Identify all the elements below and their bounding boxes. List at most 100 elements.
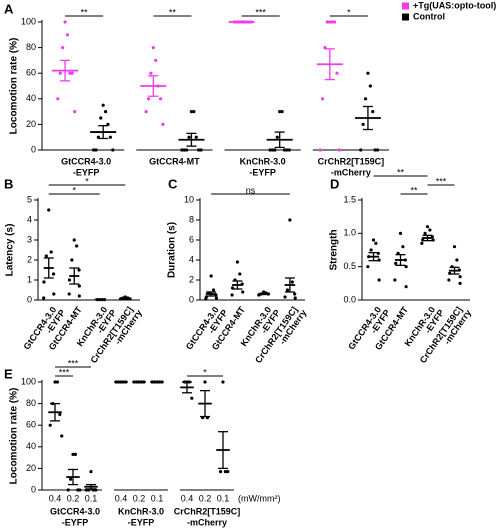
x-tick-label: 0.2 — [67, 493, 80, 503]
data-point — [89, 470, 93, 474]
data-point — [146, 97, 151, 101]
data-point — [275, 135, 279, 139]
data-point — [223, 470, 227, 474]
significance-label: * — [347, 7, 351, 17]
data-point — [42, 280, 46, 284]
y-tick-label: 6 — [189, 234, 194, 244]
significance-label: ** — [81, 7, 89, 17]
data-point — [161, 122, 165, 126]
y-tick-label: 3 — [27, 234, 32, 244]
data-point — [56, 97, 60, 101]
data-point — [149, 71, 153, 75]
category-label: -EYFP — [73, 167, 100, 177]
y-tick-label: 2 — [27, 254, 32, 264]
data-point — [366, 265, 370, 269]
y-tick-label: 80 — [26, 398, 36, 408]
data-point — [103, 110, 108, 114]
data-point — [78, 488, 82, 492]
data-point — [452, 245, 457, 249]
y-tick-label: 20 — [26, 119, 36, 129]
y-axis-label: Duration (s) — [167, 222, 178, 278]
significance-label: *** — [436, 176, 447, 186]
data-point — [203, 380, 207, 384]
data-point — [111, 148, 115, 152]
data-point — [77, 294, 81, 298]
panel-label: E — [4, 366, 13, 381]
legend-swatch — [402, 2, 409, 10]
data-point — [72, 238, 76, 242]
data-point — [318, 148, 322, 152]
data-point — [293, 292, 297, 296]
data-point — [359, 148, 363, 152]
data-point — [447, 278, 451, 282]
data-point — [61, 46, 65, 50]
data-point — [361, 122, 365, 126]
category-label: -EYFP — [249, 167, 276, 177]
data-point — [328, 20, 332, 24]
legend-swatch — [402, 13, 409, 21]
y-tick-label: 0 — [27, 294, 32, 304]
y-tick-label: 60 — [26, 68, 36, 78]
x-tick-label: 0.1 — [151, 493, 164, 503]
data-point — [420, 241, 424, 245]
data-point — [69, 477, 73, 481]
data-point — [189, 110, 194, 114]
data-point — [71, 452, 75, 456]
data-point — [219, 470, 223, 474]
legend-label: +Tg(UAS:opto-tool) — [413, 0, 496, 10]
significance-label: ** — [410, 185, 418, 195]
data-point — [235, 260, 239, 264]
significance-label: * — [203, 367, 207, 377]
data-point — [290, 280, 294, 284]
data-point — [337, 148, 342, 152]
panel-label: C — [168, 176, 178, 191]
data-point — [335, 71, 339, 75]
data-point — [363, 97, 368, 101]
data-point — [158, 97, 163, 101]
data-point — [180, 148, 184, 152]
panel-label: B — [4, 176, 13, 191]
data-point — [187, 135, 191, 139]
data-point — [373, 148, 377, 152]
y-tick-label: 100 — [21, 376, 36, 386]
data-point — [375, 148, 380, 152]
data-point — [209, 274, 213, 278]
data-point — [60, 434, 64, 438]
y-tick-label: 40 — [26, 441, 36, 451]
y-axis-label: Locomotion rate (%) — [9, 388, 20, 485]
category-label: GtCCR4-3.0 — [61, 156, 111, 166]
data-point — [42, 296, 46, 300]
significance-label: * — [85, 176, 89, 186]
panel-label: A — [4, 1, 14, 16]
data-point — [101, 103, 105, 107]
data-point — [282, 148, 287, 152]
data-point — [211, 288, 216, 292]
data-point — [67, 292, 71, 296]
data-point — [182, 148, 186, 152]
y-tick-label: 1.0 — [343, 228, 356, 238]
y-tick-label: 1 — [27, 274, 32, 284]
data-point — [204, 297, 208, 301]
data-point — [185, 148, 189, 152]
data-point — [278, 110, 282, 114]
data-point — [325, 20, 330, 24]
data-point — [333, 20, 337, 24]
data-point — [151, 46, 155, 50]
category-label: -mCherry — [331, 167, 371, 177]
data-point — [241, 290, 245, 294]
data-point — [425, 225, 430, 229]
data-point — [330, 20, 334, 24]
data-point — [94, 148, 98, 152]
data-point — [230, 293, 234, 297]
y-tick-label: 20 — [26, 463, 36, 473]
y-tick-label: 0 — [31, 144, 36, 154]
data-point — [288, 218, 292, 222]
data-point — [455, 258, 459, 262]
data-point — [48, 423, 52, 427]
x-tick-label: 0.2 — [199, 493, 212, 503]
data-point — [108, 135, 112, 139]
data-point — [77, 284, 81, 288]
data-point — [68, 71, 72, 75]
data-point — [73, 110, 77, 114]
data-point — [377, 278, 381, 282]
